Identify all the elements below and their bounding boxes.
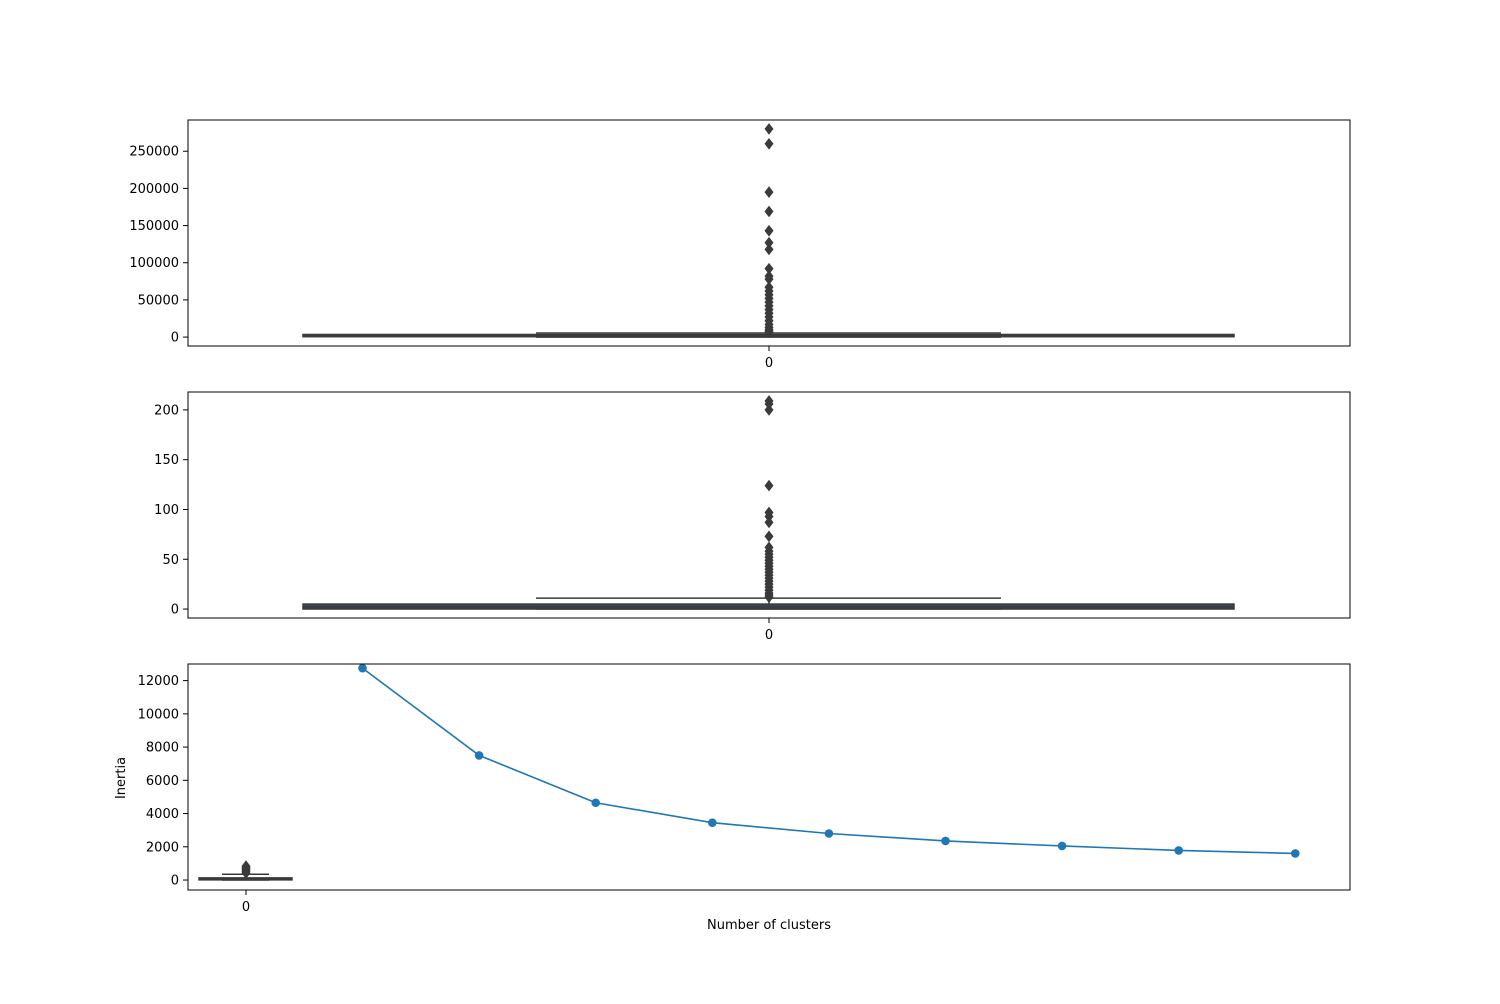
y-axis-label: Inertia [114,757,129,799]
box-outlier [764,326,774,339]
box-outlier [764,591,774,603]
series-point [1057,841,1067,851]
y-tick-label: 12000 [138,674,179,689]
series-point [1174,846,1183,855]
box-outlier [764,123,774,135]
series-point [824,829,834,838]
y-tick-label: 50 [162,553,179,568]
series-point [358,663,367,673]
y-tick-label: 50000 [138,293,179,308]
y-tick-label: 100 [154,503,179,518]
box-outlier [764,224,774,237]
y-tick-label: 10000 [138,707,179,722]
y-tick-label: 200 [154,403,179,418]
axes-frame [187,391,1351,619]
panel-top: 0 50000 100000 150000 200000 250000 0 [129,119,1351,371]
y-tick-label: 0 [171,874,179,889]
y-tick-label: 4000 [146,807,179,822]
series-point [941,836,950,846]
series-line [362,667,1296,855]
y-tick-label: 6000 [146,774,179,789]
box-outlier [764,516,774,529]
y-tick-label: 150 [154,453,179,468]
y-tick-label: 150000 [129,219,179,234]
x-tick-label: 0 [765,356,773,371]
x-axis-label: Number of clusters [707,918,831,933]
box-outlier [764,530,774,543]
series-point [474,751,484,760]
series-point [708,818,717,827]
box-outlier [764,479,774,492]
series-point [591,798,600,808]
box-outlier [764,205,774,218]
box-outlier [764,186,774,198]
box-outlier [241,860,251,872]
box-outlier [764,137,774,150]
y-tick-label: 100000 [129,256,179,271]
panel-middle: 0 50 100 150 200 0 [154,391,1351,643]
y-tick-label: 200000 [129,182,179,197]
box-outlier [764,236,774,249]
y-tick-label: 0 [171,331,179,346]
box-outlier [764,398,774,410]
panel-bottom: 0 2000 4000 6000 8000 10000 12000 0 [138,663,1351,915]
y-tick-label: 2000 [146,840,179,855]
x-tick-label: 0 [242,900,250,915]
box-outlier [764,510,774,523]
y-tick-label: 0 [171,603,179,618]
box-outlier [764,243,774,256]
box-outlier [764,404,774,416]
x-tick-label: 0 [765,628,773,643]
y-tick-label: 8000 [146,741,179,756]
box-outlier [764,262,774,275]
axes-frame [187,663,1351,891]
axes-frame [187,119,1351,347]
box-outlier [764,273,774,285]
series-point [1291,849,1300,858]
y-tick-label: 250000 [129,145,179,160]
